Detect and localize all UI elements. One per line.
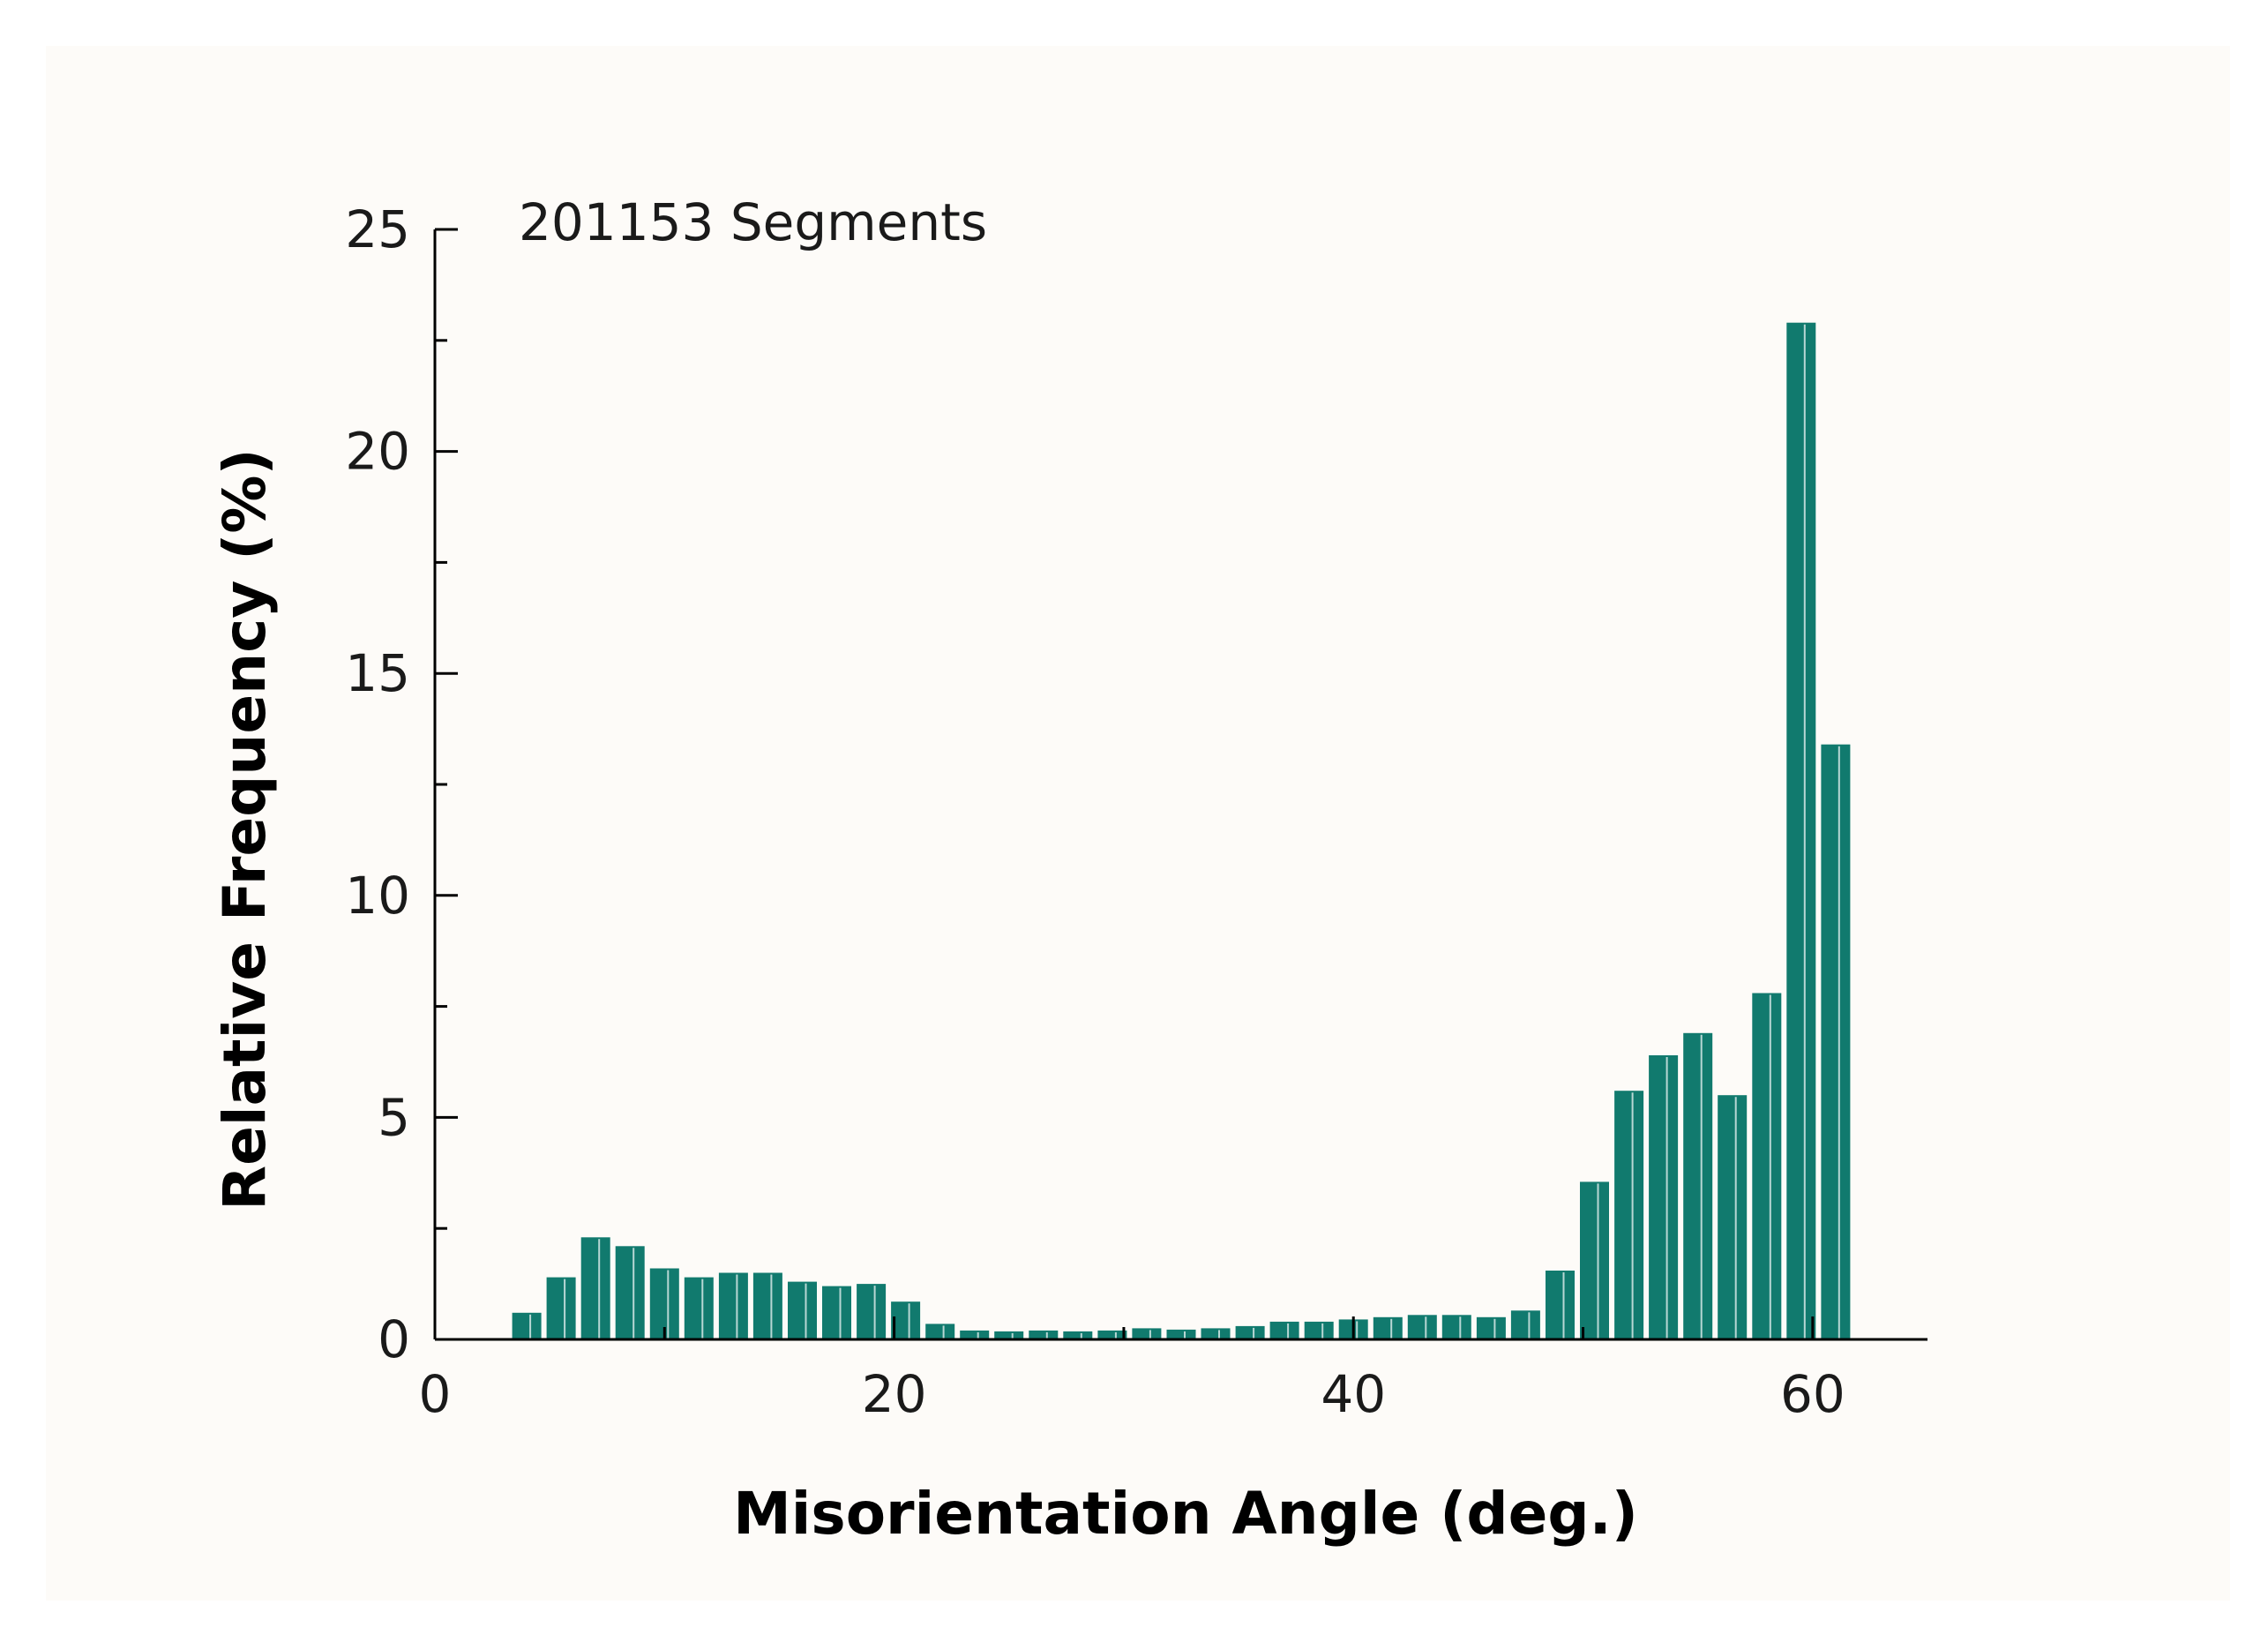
bar — [580, 1237, 610, 1339]
x-tick-label: 0 — [419, 1364, 452, 1424]
bar — [1407, 1315, 1437, 1339]
bar — [1235, 1325, 1265, 1339]
x-axis-title: Misorientation Angle (deg.) — [733, 1480, 1638, 1548]
bar — [960, 1330, 990, 1339]
bar — [1063, 1331, 1093, 1339]
bar — [546, 1277, 576, 1339]
bar — [1752, 993, 1782, 1339]
bar — [822, 1286, 851, 1339]
bar — [994, 1331, 1024, 1339]
y-axis-title: Relative Frequency (%) — [211, 448, 279, 1210]
x-tick-label: 20 — [862, 1364, 927, 1424]
axes-group: 0 5 10 15 20 25 0 20 40 60 — [345, 199, 1927, 1424]
bar — [925, 1324, 955, 1339]
bar — [684, 1277, 714, 1339]
bar — [1373, 1316, 1403, 1339]
bar — [512, 1312, 542, 1339]
bar — [1029, 1330, 1059, 1339]
bar — [857, 1284, 887, 1339]
bar — [1580, 1181, 1609, 1339]
x-tick-label: 60 — [1780, 1364, 1845, 1424]
bar — [1821, 744, 1851, 1339]
bar — [1786, 322, 1816, 1340]
bar — [1649, 1055, 1679, 1339]
y-tick-label: 5 — [378, 1087, 410, 1147]
bar — [1614, 1091, 1644, 1339]
labels-group: 201153 Segments Misorientation Angle (de… — [211, 192, 1638, 1548]
bars-group — [512, 322, 1851, 1340]
bar — [1097, 1330, 1127, 1339]
bar — [1441, 1315, 1471, 1339]
bar — [1201, 1328, 1231, 1339]
x-tick-label: 40 — [1321, 1364, 1386, 1424]
bar — [1269, 1321, 1299, 1339]
bar — [615, 1246, 645, 1339]
bar — [1510, 1310, 1540, 1339]
y-tick-label: 25 — [345, 199, 410, 259]
bar — [1718, 1095, 1748, 1339]
segment-count-annotation: 201153 Segments — [519, 192, 987, 252]
bar — [1546, 1271, 1575, 1339]
bar — [1476, 1316, 1506, 1339]
bar — [891, 1301, 921, 1339]
bar — [788, 1281, 817, 1339]
bar — [1683, 1032, 1713, 1339]
y-tick-label: 20 — [345, 422, 410, 482]
y-tick-label: 0 — [378, 1309, 410, 1369]
bar — [718, 1272, 748, 1339]
y-tick-label: 10 — [345, 866, 410, 926]
y-tick-label: 15 — [345, 643, 410, 703]
bar — [752, 1272, 782, 1339]
chart-panel — [46, 46, 2230, 1601]
bar — [1132, 1328, 1162, 1339]
bar — [1166, 1329, 1196, 1339]
bar — [1304, 1321, 1334, 1339]
